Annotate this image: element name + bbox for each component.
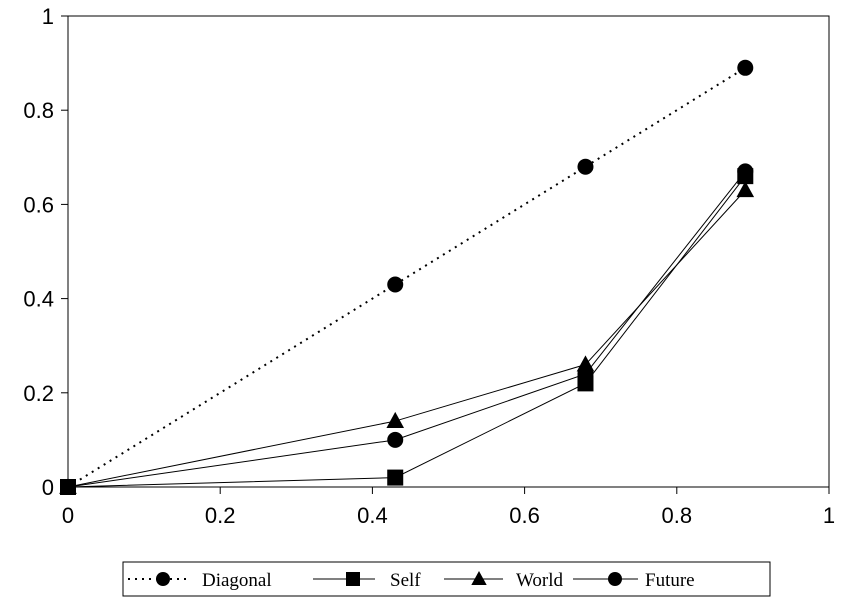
y-tick-label: 0 (42, 475, 54, 500)
data-point-world (736, 181, 755, 198)
legend-marker-future (608, 572, 622, 586)
y-tick-label: 0.4 (23, 287, 54, 312)
x-tick-label: 0.4 (357, 503, 388, 528)
data-point-future (577, 365, 594, 382)
y-tick-label: 1 (42, 4, 54, 29)
series-line-self (67, 175, 746, 488)
legend-label-diagonal: Diagonal (202, 570, 272, 591)
data-point-diagonal (577, 158, 594, 175)
x-tick-label: 0 (62, 503, 74, 528)
plot-area-frame (67, 15, 830, 488)
legend: Diagonal Self World Future (122, 561, 771, 597)
y-tick-label: 0.6 (23, 192, 54, 217)
series-line-world (67, 189, 746, 488)
series-line-diagonal (67, 66, 746, 488)
x-tick-label: 0.2 (205, 503, 236, 528)
data-point-self (387, 469, 404, 486)
x-tick-label: 1 (823, 503, 835, 528)
y-tick-label: 0.2 (23, 381, 54, 406)
y-tick-label: 0.8 (23, 98, 54, 123)
axes: 0 0.2 0.4 0.6 0.8 1 0 0.2 0.4 0.6 0.8 1 (23, 4, 835, 528)
data-point-future (60, 479, 76, 495)
legend-marker-diagonal (156, 572, 170, 586)
series-group (59, 59, 755, 495)
data-point-diagonal (387, 276, 404, 293)
legend-marker-self (346, 572, 360, 586)
series-line-future (67, 171, 746, 488)
data-point-diagonal (737, 59, 754, 76)
x-tick-label: 0.8 (662, 503, 693, 528)
legend-label-self: Self (390, 570, 421, 591)
data-point-world (386, 411, 405, 428)
legend-marker-world (471, 570, 487, 586)
legend-label-world: World (516, 570, 564, 591)
x-tick-label: 0.6 (509, 503, 540, 528)
legend-label-future: Future (645, 570, 695, 591)
data-point-future (737, 163, 754, 180)
data-point-future (387, 431, 404, 448)
